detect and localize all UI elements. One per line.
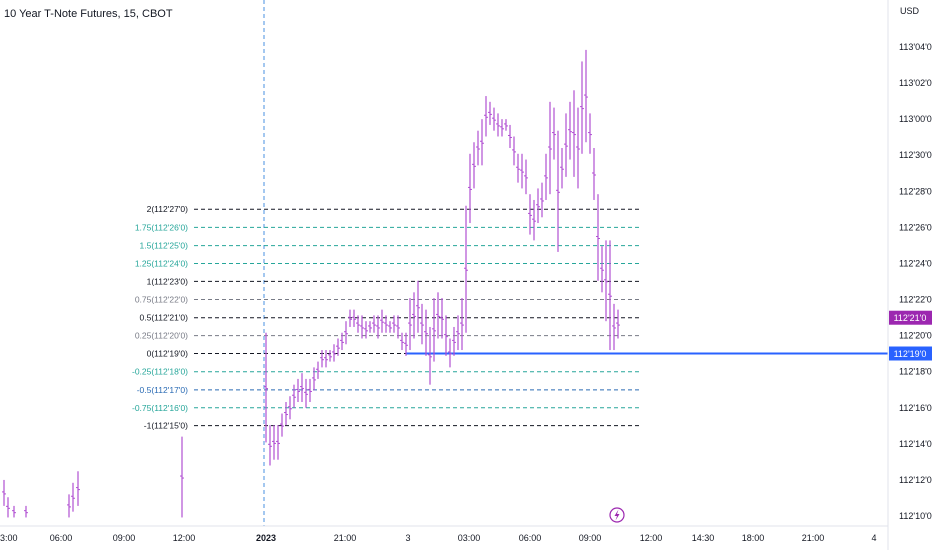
x-tick-label: 12:00 — [173, 533, 196, 543]
x-tick-label: 06:00 — [519, 533, 542, 543]
fib-level-label: -0.25(112'18'0) — [132, 367, 188, 377]
x-tick-label: 3 — [405, 533, 410, 543]
fib-level-label: -1(112'15'0) — [144, 421, 188, 431]
horizontal-line-price-label: 112'19'0 — [894, 349, 927, 359]
y-tick-label: 112'26'0 — [899, 222, 932, 232]
fib-level-label: 1.25(112'24'0) — [135, 258, 188, 268]
y-tick-label: 112'16'0 — [899, 403, 932, 413]
current-price-label: 112'21'0 — [894, 313, 927, 323]
x-tick-label: 21:00 — [334, 533, 357, 543]
x-tick-label: 2023 — [256, 533, 276, 543]
fib-level-label: 0(112'19'0) — [147, 349, 189, 359]
fib-level-label: 1.75(112'26'0) — [135, 222, 188, 232]
horizontal-line-price-tag — [889, 346, 932, 361]
x-tick-label: 06:00 — [50, 533, 73, 543]
y-tick-label: 112'14'0 — [899, 439, 932, 449]
fib-level-label: 2(112'27'0) — [147, 204, 189, 214]
fib-level-label: 1(112'23'0) — [147, 276, 189, 286]
y-tick-label: 113'00'0 — [899, 114, 932, 124]
x-tick-label: 4 — [871, 533, 876, 543]
fib-level-label: 0.25(112'20'0) — [135, 331, 188, 341]
y-tick-label: 112'24'0 — [899, 258, 932, 268]
y-tick-label: 113'02'0 — [899, 78, 932, 88]
chart-title: 10 Year T-Note Futures, 15, CBOT — [4, 8, 173, 20]
y-tick-label: 112'18'0 — [899, 367, 932, 377]
x-tick-label: 14:30 — [692, 533, 715, 543]
y-tick-label: 113'04'0 — [899, 42, 932, 52]
y-tick-label: 112'28'0 — [899, 186, 932, 196]
x-tick-label: 09:00 — [113, 533, 136, 543]
y-tick-label: 112'20'0 — [899, 331, 932, 341]
x-tick-label: 18:00 — [742, 533, 765, 543]
y-tick-label: 112'22'0 — [899, 295, 932, 305]
current-price-tag — [889, 310, 932, 325]
y-tick-label: 112'30'0 — [899, 150, 932, 160]
x-tick-label: 3:00 — [0, 533, 18, 543]
fibonacci-retracement[interactable]: 2(112'27'0) 1.75(112'26'0) 1.5(112'25'0) 1.… — [132, 204, 888, 431]
fib-level-label: 0.75(112'22'0) — [135, 295, 188, 305]
flash-icon[interactable] — [609, 507, 625, 523]
x-tick-label: 03:00 — [458, 533, 481, 543]
x-tick-label: 12:00 — [640, 533, 663, 543]
fib-level-label: -0.75(112'16'0) — [132, 403, 188, 413]
y-tick-label: 112'12'0 — [899, 475, 932, 485]
currency-label: USD — [900, 6, 920, 16]
fib-level-label: 0.5(112'21'0) — [140, 313, 189, 323]
ohlc-bars — [2, 49, 620, 518]
x-tick-label: 09:00 — [579, 533, 602, 543]
y-tick-label: 112'10'0 — [899, 511, 932, 521]
fib-level-label: 1.5(112'25'0) — [140, 241, 189, 251]
x-tick-label: 21:00 — [802, 533, 825, 543]
fib-level-label: -0.5(112'17'0) — [137, 385, 188, 395]
